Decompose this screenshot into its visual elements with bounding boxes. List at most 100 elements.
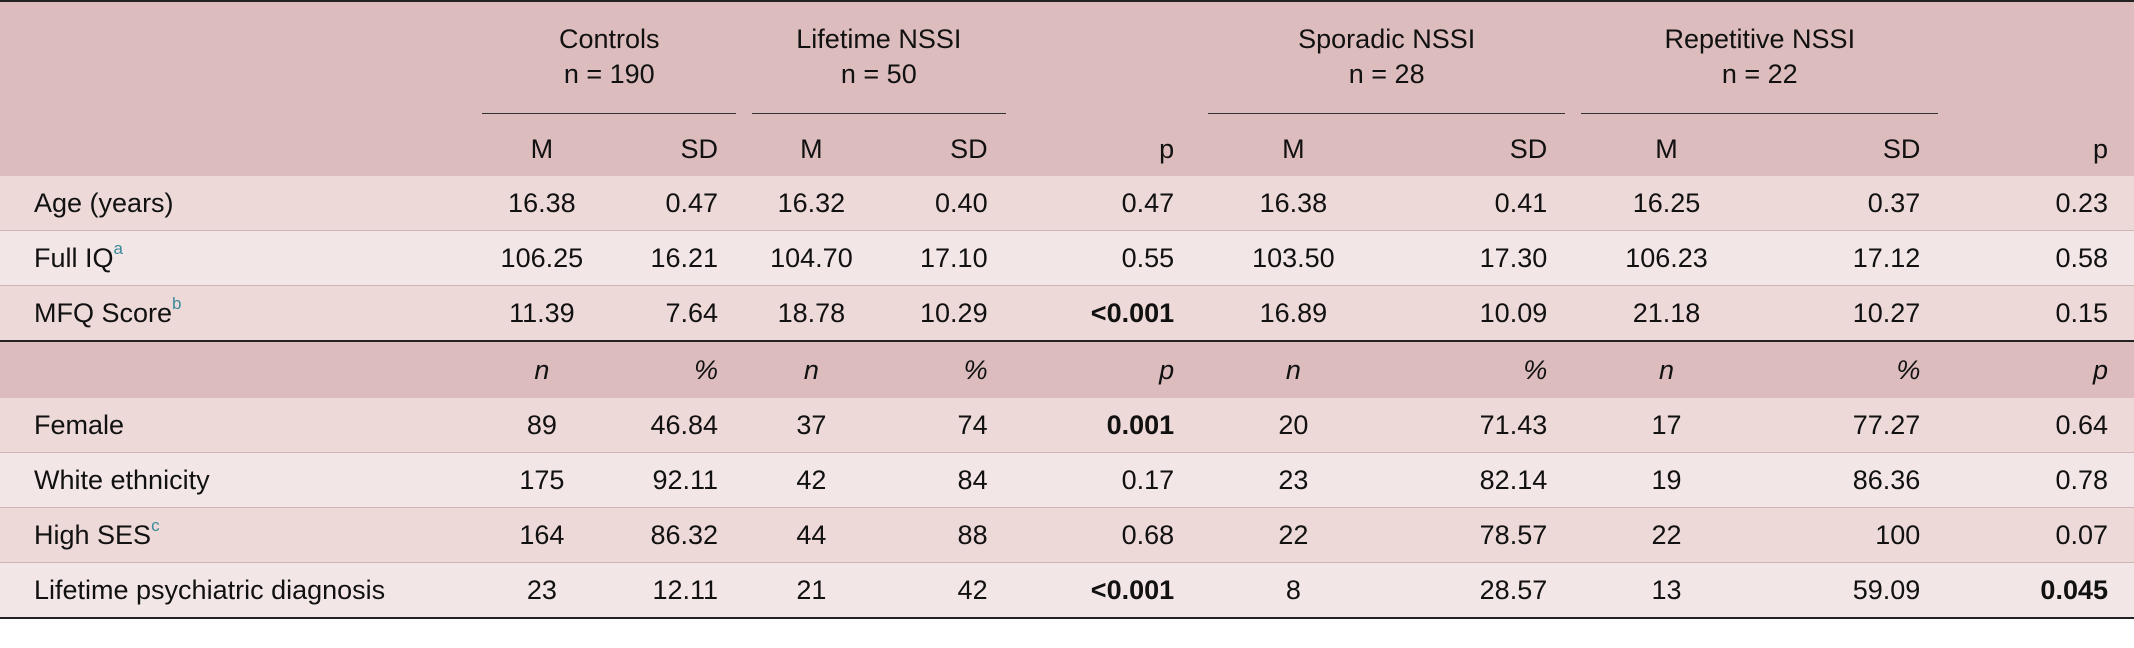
cell: 20 bbox=[1200, 398, 1387, 453]
cell: 44 bbox=[744, 507, 879, 563]
cell: <0.001 bbox=[1013, 562, 1201, 619]
cell: 7.64 bbox=[609, 285, 745, 341]
group-controls: Controls n = 190 bbox=[474, 0, 745, 122]
cell: 0.55 bbox=[1013, 230, 1201, 286]
cell: 0.23 bbox=[1946, 176, 2134, 231]
row-label: High SES bbox=[34, 519, 152, 550]
cell: 18.78 bbox=[744, 285, 879, 341]
header-stat-row: M SD M SD p M SD M SD p bbox=[0, 122, 2134, 176]
cell: 13 bbox=[1573, 562, 1760, 619]
cell: 89 bbox=[474, 398, 610, 453]
cell: 0.47 bbox=[1013, 176, 1201, 231]
header-count-row: n % n % p n % n % p bbox=[0, 340, 2134, 398]
table-row: Female 89 46.84 37 74 0.001 20 71.43 17 … bbox=[0, 398, 2134, 453]
cell: 82.14 bbox=[1386, 452, 1574, 508]
cell: 106.25 bbox=[474, 230, 610, 286]
table-row: High SESc 164 86.32 44 88 0.68 22 78.57 … bbox=[0, 507, 2134, 563]
cell: 46.84 bbox=[609, 398, 745, 453]
cell: 0.045 bbox=[1946, 562, 2134, 619]
cell: 28.57 bbox=[1386, 562, 1574, 619]
cell: 92.11 bbox=[609, 452, 745, 508]
cell: 78.57 bbox=[1386, 507, 1574, 563]
cell: 103.50 bbox=[1200, 230, 1387, 286]
cell: 0.78 bbox=[1946, 452, 2134, 508]
col-p: p bbox=[1013, 122, 1201, 176]
group-sporadic-nssi: Sporadic NSSI n = 28 bbox=[1200, 0, 1574, 122]
table-row: White ethnicity 175 92.11 42 84 0.17 23 … bbox=[0, 452, 2134, 508]
row-label: Lifetime psychiatric diagnosis bbox=[34, 574, 386, 605]
cell: 42 bbox=[878, 562, 1014, 619]
cell: 74 bbox=[878, 398, 1014, 453]
col-pct: % bbox=[609, 340, 745, 398]
col-p: p bbox=[1013, 340, 1201, 398]
col-sd: SD bbox=[1759, 122, 1947, 176]
cell: 10.29 bbox=[878, 285, 1014, 341]
table-row: Full IQa 106.25 16.21 104.70 17.10 0.55 … bbox=[0, 230, 2134, 286]
col-pct: % bbox=[878, 340, 1014, 398]
row-label: Female bbox=[34, 409, 125, 440]
cell: 86.36 bbox=[1759, 452, 1947, 508]
cell: 16.32 bbox=[744, 176, 879, 231]
col-m: M bbox=[1573, 122, 1760, 176]
col-m: M bbox=[474, 122, 610, 176]
footnote-marker: a bbox=[113, 238, 123, 258]
cell: 77.27 bbox=[1759, 398, 1947, 453]
footnote-marker: c bbox=[151, 515, 160, 535]
cell: 0.40 bbox=[878, 176, 1014, 231]
cell: 17.30 bbox=[1386, 230, 1574, 286]
cell: 42 bbox=[744, 452, 879, 508]
cell: 0.41 bbox=[1386, 176, 1574, 231]
footnote-marker: b bbox=[172, 293, 182, 313]
table-row: Age (years) 16.38 0.47 16.32 0.40 0.47 1… bbox=[0, 176, 2134, 231]
cell: 17 bbox=[1573, 398, 1760, 453]
cell: 11.39 bbox=[474, 285, 610, 341]
cell: 16.38 bbox=[1200, 176, 1387, 231]
cell: 8 bbox=[1200, 562, 1387, 619]
col-sd: SD bbox=[878, 122, 1014, 176]
col-m: M bbox=[1200, 122, 1387, 176]
cell: 0.58 bbox=[1946, 230, 2134, 286]
cell: 106.23 bbox=[1573, 230, 1760, 286]
cell: 12.11 bbox=[609, 562, 745, 619]
demographics-table: Controls n = 190 Lifetime NSSI n = 50 Spor… bbox=[0, 0, 2134, 619]
cell: 23 bbox=[474, 562, 610, 619]
group-lifetime-nssi: Lifetime NSSI n = 50 bbox=[744, 0, 1014, 122]
col-n: n bbox=[744, 340, 879, 398]
cell: 22 bbox=[1573, 507, 1760, 563]
cell: 19 bbox=[1573, 452, 1760, 508]
cell: 71.43 bbox=[1386, 398, 1574, 453]
cell: 16.38 bbox=[474, 176, 610, 231]
cell: <0.001 bbox=[1013, 285, 1201, 341]
cell: 175 bbox=[474, 452, 610, 508]
cell: 21 bbox=[744, 562, 879, 619]
cell: 21.18 bbox=[1573, 285, 1760, 341]
cell: 16.25 bbox=[1573, 176, 1760, 231]
table-row: Lifetime psychiatric diagnosis 23 12.11 … bbox=[0, 562, 2134, 619]
row-label: Age (years) bbox=[34, 187, 174, 218]
col-n: n bbox=[1573, 340, 1760, 398]
cell: 0.15 bbox=[1946, 285, 2134, 341]
col-p: p bbox=[1946, 340, 2134, 398]
cell: 10.27 bbox=[1759, 285, 1947, 341]
cell: 22 bbox=[1200, 507, 1387, 563]
table-row: MFQ Scoreb 11.39 7.64 18.78 10.29 <0.001… bbox=[0, 285, 2134, 341]
col-m: M bbox=[744, 122, 879, 176]
cell: 37 bbox=[744, 398, 879, 453]
col-n: n bbox=[474, 340, 610, 398]
cell: 104.70 bbox=[744, 230, 879, 286]
cell: 0.37 bbox=[1759, 176, 1947, 231]
col-sd: SD bbox=[609, 122, 745, 176]
col-sd: SD bbox=[1386, 122, 1574, 176]
cell: 0.64 bbox=[1946, 398, 2134, 453]
col-pct: % bbox=[1759, 340, 1947, 398]
row-label: Full IQ bbox=[34, 242, 114, 273]
cell: 0.001 bbox=[1013, 398, 1201, 453]
row-label: White ethnicity bbox=[34, 464, 210, 495]
cell: 10.09 bbox=[1386, 285, 1574, 341]
cell: 17.10 bbox=[878, 230, 1014, 286]
cell: 86.32 bbox=[609, 507, 745, 563]
cell: 17.12 bbox=[1759, 230, 1947, 286]
header-group-row: Controls n = 190 Lifetime NSSI n = 50 Spor… bbox=[0, 0, 2134, 122]
cell: 16.21 bbox=[609, 230, 745, 286]
cell: 23 bbox=[1200, 452, 1387, 508]
